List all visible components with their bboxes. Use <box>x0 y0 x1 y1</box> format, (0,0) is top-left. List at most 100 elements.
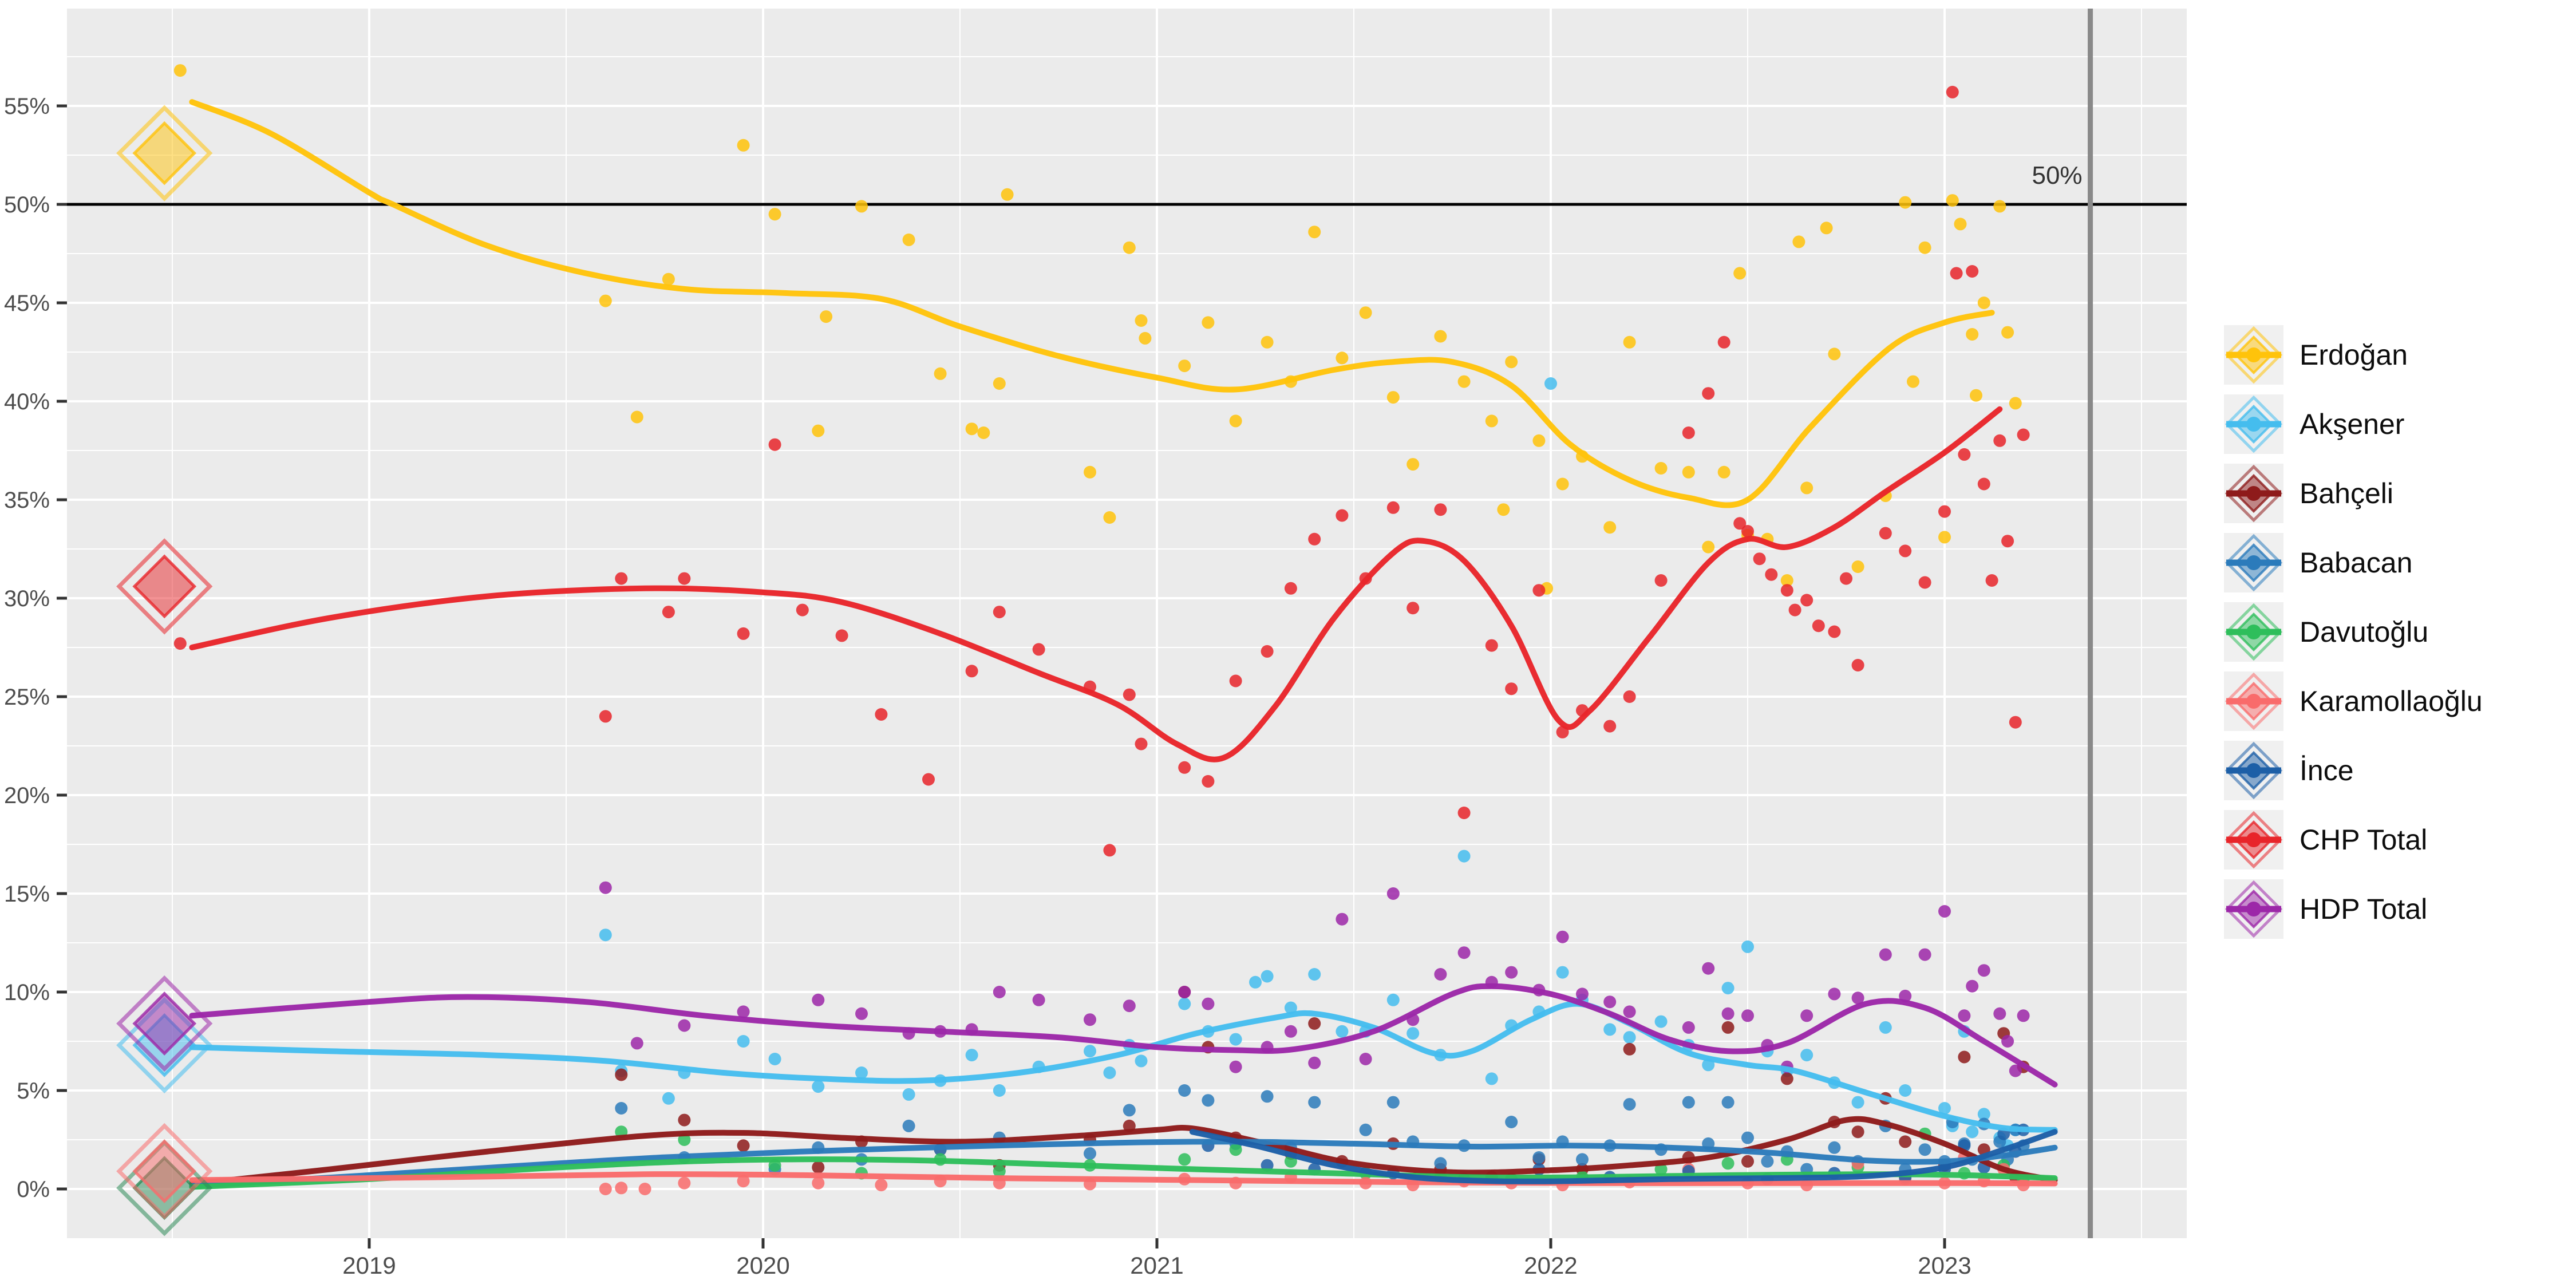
legend-item-babacan: Babacan <box>2224 533 2412 592</box>
diamond-fill-icon <box>132 121 197 185</box>
data-point <box>855 1066 868 1079</box>
data-point <box>173 64 187 77</box>
data-point <box>1229 1033 1242 1046</box>
legend-diamond-outline-icon <box>2225 603 2283 661</box>
data-point <box>1654 1163 1668 1176</box>
data-point <box>1178 986 1191 998</box>
data-point <box>1406 602 1420 615</box>
data-point <box>1800 594 1814 607</box>
data-point <box>1879 527 1892 540</box>
legend-label: Erdoğan <box>2300 339 2408 371</box>
data-point <box>1800 481 1814 495</box>
legend-diamond-outline-icon <box>2225 326 2283 384</box>
data-point <box>965 665 978 678</box>
data-point <box>855 200 868 213</box>
data-point <box>1336 912 1349 926</box>
data-point <box>1721 1157 1735 1170</box>
y-tick-label: 35% <box>4 488 50 513</box>
data-point <box>1899 1084 1912 1097</box>
data-point <box>1958 1009 1971 1022</box>
data-point <box>812 1161 825 1174</box>
data-point <box>1603 521 1617 534</box>
data-point <box>1202 775 1215 788</box>
data-point <box>1733 517 1747 530</box>
data-point <box>1532 434 1546 447</box>
data-point <box>615 1182 628 1195</box>
data-point <box>1386 993 1400 1006</box>
data-point <box>1899 544 1912 558</box>
data-point <box>662 606 675 619</box>
legend-diamond-outline-icon <box>2225 672 2283 730</box>
data-point <box>993 1084 1006 1097</box>
data-point <box>1284 1025 1297 1038</box>
data-point <box>615 1068 628 1081</box>
data-point <box>1721 982 1735 995</box>
data-point <box>678 1019 691 1032</box>
data-point <box>1985 574 1998 587</box>
data-point <box>1950 267 1963 280</box>
y-tick-label: 40% <box>4 389 50 414</box>
diamond-outline-icon <box>116 105 213 202</box>
data-point <box>965 422 978 436</box>
legend-point-icon <box>2246 555 2261 570</box>
data-point <box>934 367 947 380</box>
data-point <box>1135 314 1148 327</box>
data-point <box>993 986 1006 998</box>
data-point <box>1966 1125 1979 1139</box>
data-point <box>638 1183 651 1195</box>
x-tick-label: 2023 <box>1918 1252 1971 1279</box>
data-point <box>1084 465 1096 479</box>
data-point <box>1654 574 1668 587</box>
data-point <box>1485 414 1498 428</box>
data-point <box>678 1113 691 1127</box>
data-point <box>812 1176 825 1190</box>
data-point <box>1907 375 1919 388</box>
legend-item-aksener: Akşener <box>2224 394 2404 454</box>
data-point <box>1359 1123 1372 1136</box>
data-point <box>1623 690 1636 703</box>
data-point <box>1966 328 1979 341</box>
data-point <box>1308 1056 1321 1069</box>
data-point <box>1899 196 1912 209</box>
data-point <box>768 438 781 451</box>
data-point <box>1406 1027 1420 1040</box>
data-point <box>993 377 1006 390</box>
legend-item-chp-total: CHP Total <box>2224 810 2427 870</box>
trend-line-davutoglu <box>189 1156 2058 1190</box>
data-point <box>1765 568 1778 581</box>
data-point <box>1103 1066 1116 1079</box>
data-point <box>768 208 781 221</box>
data-point <box>1103 844 1116 857</box>
diamond-fill-icon <box>132 991 197 1056</box>
legend-diamond-outline-icon <box>2225 534 2283 592</box>
data-point <box>678 572 691 585</box>
data-point <box>1457 375 1471 388</box>
result-diamond-chp-total <box>116 538 213 635</box>
data-point <box>1261 335 1274 349</box>
legend-point-icon <box>2246 625 2261 639</box>
data-point <box>1202 316 1215 329</box>
diamond-outline-icon <box>116 975 213 1072</box>
data-point <box>1576 1153 1589 1166</box>
data-point <box>599 294 612 307</box>
data-point <box>820 310 833 323</box>
data-point <box>812 424 825 437</box>
legend-item-ince: İnce <box>2224 741 2354 800</box>
data-point <box>1178 1084 1191 1097</box>
x-tick-label: 2021 <box>1130 1252 1183 1279</box>
data-point <box>173 637 187 650</box>
data-point <box>1977 297 1990 309</box>
y-tick-label: 55% <box>4 94 50 119</box>
data-point <box>1800 1049 1814 1062</box>
legend-point-icon <box>2246 347 2261 362</box>
data-point <box>1702 540 1715 554</box>
data-point <box>796 603 809 617</box>
plot-panel <box>67 9 2187 1238</box>
data-point <box>1623 1031 1636 1044</box>
data-point <box>1336 509 1349 522</box>
scatter-points <box>173 64 2030 1195</box>
data-point <box>1406 458 1420 471</box>
data-point <box>1993 200 2006 213</box>
data-point <box>1261 645 1274 658</box>
